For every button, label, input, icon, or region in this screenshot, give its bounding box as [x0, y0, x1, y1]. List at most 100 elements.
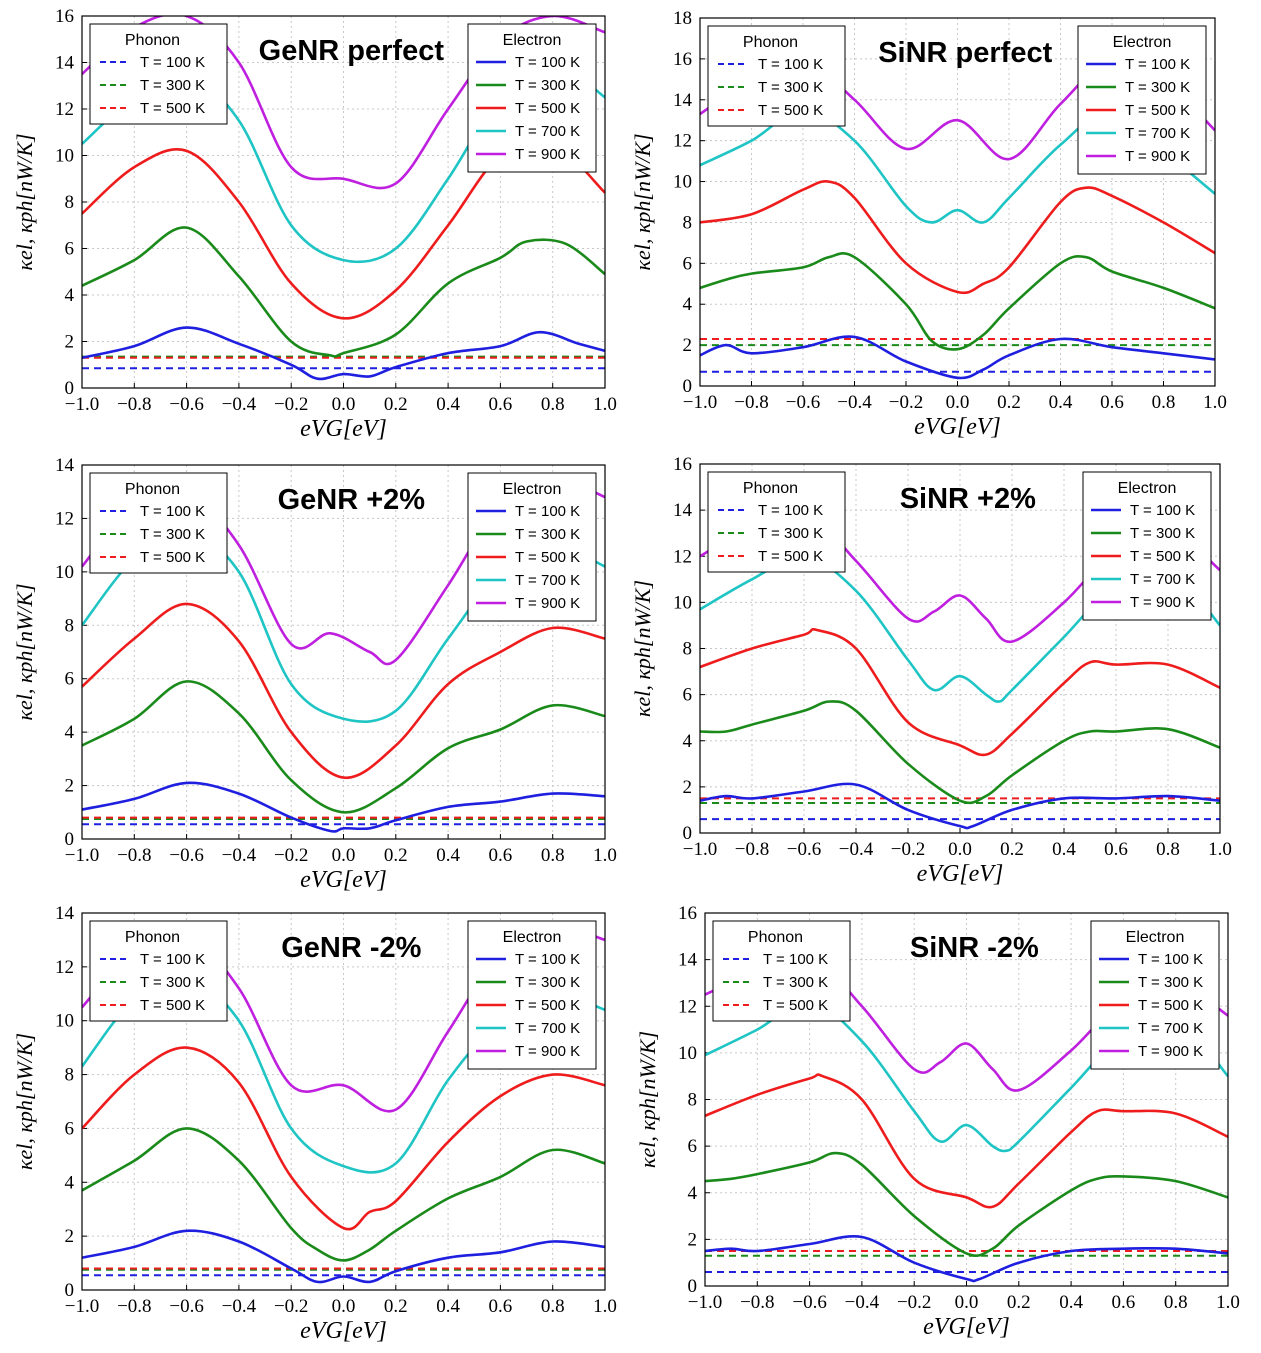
y-tick-label: 2 — [65, 1226, 75, 1247]
x-tick-label: 0.6 — [1104, 839, 1128, 860]
y-tick-label: 6 — [65, 239, 75, 260]
plot-frame — [699, 463, 1221, 834]
electron-line-500k — [700, 180, 1215, 295]
legend-electron-label: T = 700 K — [1125, 125, 1190, 142]
legend-phonon-label: T = 300 K — [140, 974, 205, 991]
legend-electron-label: T = 300 K — [515, 77, 580, 94]
chart-title: SiNR perfect — [878, 37, 1052, 69]
y-axis-label: κel, κph[nW/K] — [12, 1033, 37, 1170]
y-tick-label: 4 — [683, 731, 693, 752]
x-tick-label: −0.2 — [891, 839, 925, 860]
x-tick-label: 0.4 — [1059, 1292, 1083, 1313]
y-tick-label: 6 — [65, 1118, 75, 1139]
legend-phonon-label: T = 500 K — [140, 549, 205, 566]
x-tick-label: 0.2 — [384, 845, 408, 866]
y-tick-label: 16 — [678, 903, 697, 924]
x-tick-label: 1.0 — [1216, 1292, 1240, 1313]
x-tick-label: 0.8 — [541, 845, 565, 866]
legend-electron-box — [1090, 920, 1220, 1070]
plot-frame — [704, 912, 1229, 1287]
x-tick-label: −1.0 — [688, 1292, 722, 1313]
legend-electron-label: T = 500 K — [515, 549, 580, 566]
x-tick-label: 0.8 — [1164, 1292, 1188, 1313]
y-tick-label: 0 — [688, 1276, 698, 1297]
x-tick-label: −0.8 — [740, 1292, 774, 1313]
y-tick-label: 10 — [673, 592, 692, 613]
legend-electron-label: T = 500 K — [1138, 997, 1203, 1014]
y-tick-label: 2 — [683, 335, 693, 356]
x-tick-label: −1.0 — [65, 845, 99, 866]
legend-electron-label: T = 900 K — [515, 595, 580, 612]
y-tick-label: 18 — [673, 8, 692, 29]
electron-line-300k — [82, 1127, 605, 1262]
y-tick-label: 12 — [55, 99, 74, 120]
chart-panel-2: −1.0 −0.8 −0.6 −0.4 −0.2 0.0 0.2 0.4 0.6 0.8 1.0 0 2… — [630, 8, 1227, 440]
y-tick-label: 2 — [688, 1229, 698, 1250]
y-tick-label: 12 — [55, 957, 74, 978]
x-axis-label: eVG[eV] — [917, 861, 1004, 887]
chart-title: GeNR perfect — [259, 35, 445, 67]
y-tick-label: 2 — [683, 777, 693, 798]
x-tick-label: −1.0 — [683, 839, 717, 860]
electron-line-100k — [82, 326, 605, 381]
legend-electron-label: T = 100 K — [515, 951, 580, 968]
legend-electron-label: T = 700 K — [1130, 571, 1195, 588]
x-tick-label: −0.8 — [734, 392, 768, 413]
electron-line-100k — [82, 781, 605, 833]
y-tick-label: 16 — [55, 6, 74, 27]
legend-electron-box — [467, 920, 597, 1070]
legend-electron-box — [467, 472, 597, 622]
y-tick-label: 14 — [673, 500, 693, 521]
electron-line-100k — [700, 335, 1215, 380]
legend-electron-title: Electron — [503, 929, 562, 946]
legend-electron-label: T = 100 K — [1125, 56, 1190, 73]
legend-electron-label: T = 900 K — [515, 146, 580, 163]
y-tick-label: 4 — [65, 285, 75, 306]
y-tick-label: 8 — [683, 212, 693, 233]
legend-electron-label: T = 100 K — [515, 54, 580, 71]
y-tick-label: 0 — [65, 829, 75, 850]
y-tick-label: 2 — [65, 332, 75, 353]
x-tick-label: 0.0 — [332, 394, 356, 415]
electron-line-300k — [700, 252, 1215, 351]
chart-title: GeNR -2% — [281, 932, 421, 964]
y-tick-label: 8 — [683, 639, 693, 660]
x-axis-label: eVG[eV] — [300, 1318, 387, 1344]
x-tick-label: −0.8 — [117, 1296, 151, 1317]
y-axis-label: κel, κph[nW/K] — [630, 133, 655, 270]
x-tick-label: 1.0 — [1208, 839, 1232, 860]
x-tick-label: −0.6 — [169, 845, 203, 866]
y-tick-label: 14 — [55, 455, 75, 476]
legend-electron-label: T = 900 K — [1138, 1043, 1203, 1060]
legend-electron-box — [467, 23, 597, 173]
legend-phonon-label: T = 100 K — [140, 503, 205, 520]
legend-electron-label: T = 100 K — [1130, 502, 1195, 519]
legend-electron-label: T = 700 K — [515, 123, 580, 140]
legend-phonon-label: T = 100 K — [140, 54, 205, 71]
chart-title: SiNR +2% — [900, 483, 1036, 515]
y-tick-label: 6 — [683, 685, 693, 706]
y-tick-label: 10 — [55, 1011, 74, 1032]
legend-phonon-label: T = 300 K — [758, 525, 823, 542]
legend-electron-title: Electron — [1118, 480, 1177, 497]
y-axis-label: κel, κph[nW/K] — [630, 580, 655, 717]
x-tick-label: 0.4 — [436, 394, 460, 415]
x-tick-label: −0.2 — [274, 845, 308, 866]
electron-line-300k — [82, 226, 605, 358]
x-tick-label: −0.4 — [837, 392, 872, 413]
chart-title: GeNR +2% — [278, 484, 426, 516]
legend-phonon-label: T = 500 K — [758, 548, 823, 565]
electron-line-500k — [700, 628, 1220, 757]
legend-phonon-title: Phonon — [743, 34, 798, 51]
y-tick-label: 8 — [688, 1090, 698, 1111]
x-tick-label: −0.8 — [117, 394, 151, 415]
x-axis-label: eVG[eV] — [914, 414, 1001, 440]
legend-electron-label: T = 900 K — [515, 1043, 580, 1060]
legend-phonon-title: Phonon — [125, 481, 180, 498]
x-tick-label: 0.8 — [1152, 392, 1176, 413]
y-tick-label: 10 — [55, 562, 74, 583]
x-tick-label: 0.0 — [955, 1292, 979, 1313]
legend-phonon-label: T = 100 K — [140, 951, 205, 968]
legend-electron-label: T = 500 K — [1130, 548, 1195, 565]
electron-line-500k — [82, 602, 605, 779]
